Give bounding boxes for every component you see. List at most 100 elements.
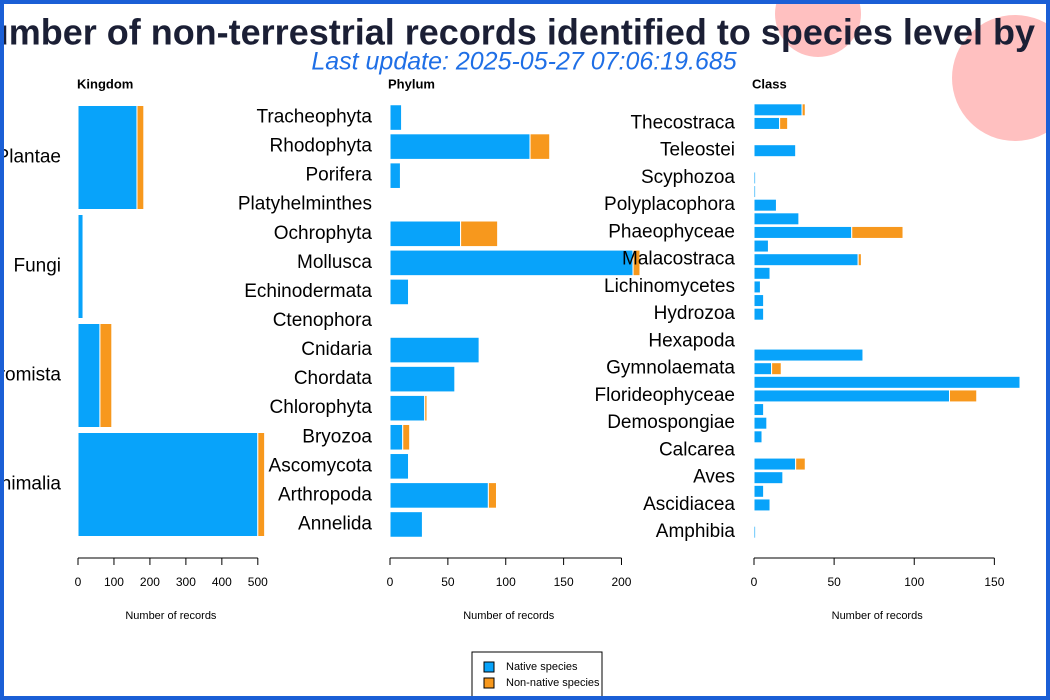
bar — [389, 423, 404, 451]
category-label: Scyphozoa — [641, 167, 735, 188]
bar — [753, 471, 784, 485]
bar — [424, 394, 428, 422]
category-label: Ochrophyta — [274, 223, 373, 244]
bar — [753, 430, 763, 444]
bar — [779, 116, 789, 130]
category-label: Animalia — [0, 474, 61, 495]
bar — [753, 457, 797, 471]
bar — [632, 249, 641, 277]
x-tick-label: 500 — [248, 575, 268, 589]
category-label: Polyplacophora — [604, 194, 735, 215]
bar — [753, 116, 781, 130]
x-tick-label: 300 — [176, 575, 196, 589]
legend-swatch — [483, 677, 495, 689]
category-label: Tracheophyta — [257, 107, 373, 128]
category-label: Chlorophyta — [270, 397, 373, 418]
category-label: Annelida — [298, 513, 372, 534]
category-label: Cnidaria — [301, 339, 372, 360]
category-label: Chordata — [294, 368, 373, 389]
decoration — [952, 15, 1050, 141]
bar — [389, 249, 634, 277]
bar — [753, 416, 768, 430]
x-tick-label: 200 — [611, 575, 631, 589]
bar — [753, 266, 771, 280]
bar — [257, 432, 266, 537]
bar — [402, 423, 411, 451]
bar — [753, 280, 761, 294]
bar — [77, 432, 259, 537]
x-tick-label: 150 — [984, 575, 1004, 589]
legend — [471, 651, 603, 700]
category-label: Ctenophora — [273, 310, 373, 331]
category-label: Ascidiacea — [643, 494, 735, 515]
bar — [753, 171, 757, 185]
bar — [460, 220, 499, 248]
bar — [77, 214, 84, 319]
x-axis-label: Number of records — [832, 610, 924, 622]
bar — [389, 453, 410, 480]
bar — [389, 482, 489, 509]
panel-title: Phylum — [388, 76, 435, 91]
category-label: Aves — [693, 467, 735, 488]
legend-label: Native species — [506, 661, 578, 673]
bar — [136, 105, 145, 210]
page-title: Number of non-terrestrial records identi… — [0, 12, 1035, 53]
category-label: Fungi — [13, 256, 61, 277]
x-axis-label: Number of records — [125, 610, 217, 622]
bar — [753, 294, 765, 308]
panel-title: Class — [752, 76, 787, 91]
bar — [753, 362, 773, 376]
category-label: Thecostraca — [630, 112, 735, 133]
subtitle: Last update: 2025-05-27 07:06:19.685 — [311, 48, 736, 76]
bar — [753, 389, 950, 403]
category-label: Demospongiae — [607, 412, 735, 433]
category-label: Florideophyceae — [595, 385, 735, 406]
bar — [851, 225, 904, 239]
bar — [801, 103, 806, 117]
category-label: Teleostei — [660, 140, 735, 161]
category-label: Platyhelminthes — [238, 194, 372, 215]
bar — [753, 307, 765, 321]
category-label: Ascomycota — [269, 455, 373, 476]
category-label: Calcarea — [659, 439, 735, 460]
bar — [389, 278, 410, 306]
x-tick-label: 100 — [104, 575, 124, 589]
bar — [753, 348, 864, 362]
x-tick-label: 400 — [212, 575, 232, 589]
bar — [77, 105, 138, 210]
category-label: Lichinomycetes — [604, 276, 735, 297]
category-label: Hexapoda — [648, 330, 735, 351]
bar — [389, 365, 456, 393]
bar — [753, 484, 765, 498]
bar — [753, 253, 859, 267]
bar — [857, 253, 862, 267]
x-tick-label: 100 — [496, 575, 516, 589]
panel-title: Kingdom — [77, 76, 133, 91]
category-label: Porifera — [305, 165, 372, 186]
bar — [77, 323, 101, 428]
bar — [753, 185, 757, 199]
category-label: Amphibia — [656, 521, 736, 542]
category-label: Arthropoda — [278, 484, 372, 505]
x-tick-label: 50 — [827, 575, 841, 589]
bar — [753, 239, 769, 253]
category-label: Malacostraca — [622, 249, 735, 270]
category-label: Mollusca — [297, 252, 372, 273]
x-axis-label: Number of records — [463, 610, 555, 622]
x-tick-label: 0 — [75, 575, 82, 589]
bar — [487, 482, 497, 509]
bar — [795, 457, 806, 471]
category-label: Rhodophyta — [270, 136, 373, 157]
bar — [753, 525, 757, 539]
bar — [389, 336, 480, 364]
decoration — [775, 0, 861, 57]
bar — [753, 212, 800, 226]
legend-swatch — [483, 661, 495, 673]
x-tick-label: 100 — [904, 575, 924, 589]
category-label: Chromista — [0, 365, 61, 386]
x-tick-label: 150 — [554, 575, 574, 589]
x-tick-label: 200 — [140, 575, 160, 589]
bar — [99, 323, 113, 428]
